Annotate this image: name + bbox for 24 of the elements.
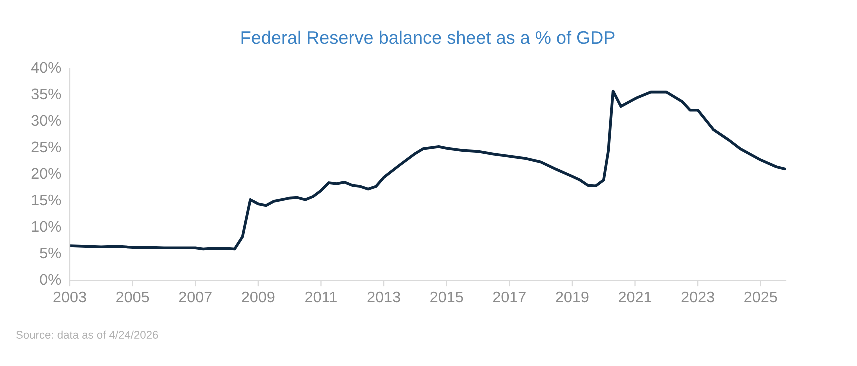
y-tick-label: 10% <box>32 221 62 232</box>
y-tick-label: 30% <box>32 115 62 126</box>
x-tick-label: 2003 <box>54 292 86 303</box>
y-tick-label: 20% <box>32 168 62 180</box>
x-tick-label: 2021 <box>619 292 652 303</box>
x-tick-label: 2023 <box>682 292 714 303</box>
y-tick-label: 0% <box>40 274 62 286</box>
y-tick-label: 5% <box>40 248 62 259</box>
line-series <box>70 90 786 251</box>
y-tick-label: 15% <box>32 194 62 206</box>
x-tick-label: 2015 <box>430 292 464 303</box>
y-tick-label: 25% <box>32 142 62 153</box>
source-note: Source: data as of 4/24/2026 <box>16 330 158 339</box>
y-tick-label: 40% <box>31 62 62 74</box>
x-tick-label: 2017 <box>493 292 526 303</box>
x-tick-label: 2009 <box>242 292 275 303</box>
x-tick-label: 2005 <box>116 292 150 303</box>
y-tick-label: 35% <box>32 88 62 100</box>
x-tick-label: 2011 <box>306 292 337 303</box>
x-tick-label: 2007 <box>179 292 212 303</box>
chart-title: Federal Reserve balance sheet as a % of GDP <box>242 30 615 44</box>
x-tick-label: 2013 <box>368 292 400 303</box>
x-tick-label: 2025 <box>744 292 778 303</box>
x-tick-label: 2019 <box>556 292 589 303</box>
